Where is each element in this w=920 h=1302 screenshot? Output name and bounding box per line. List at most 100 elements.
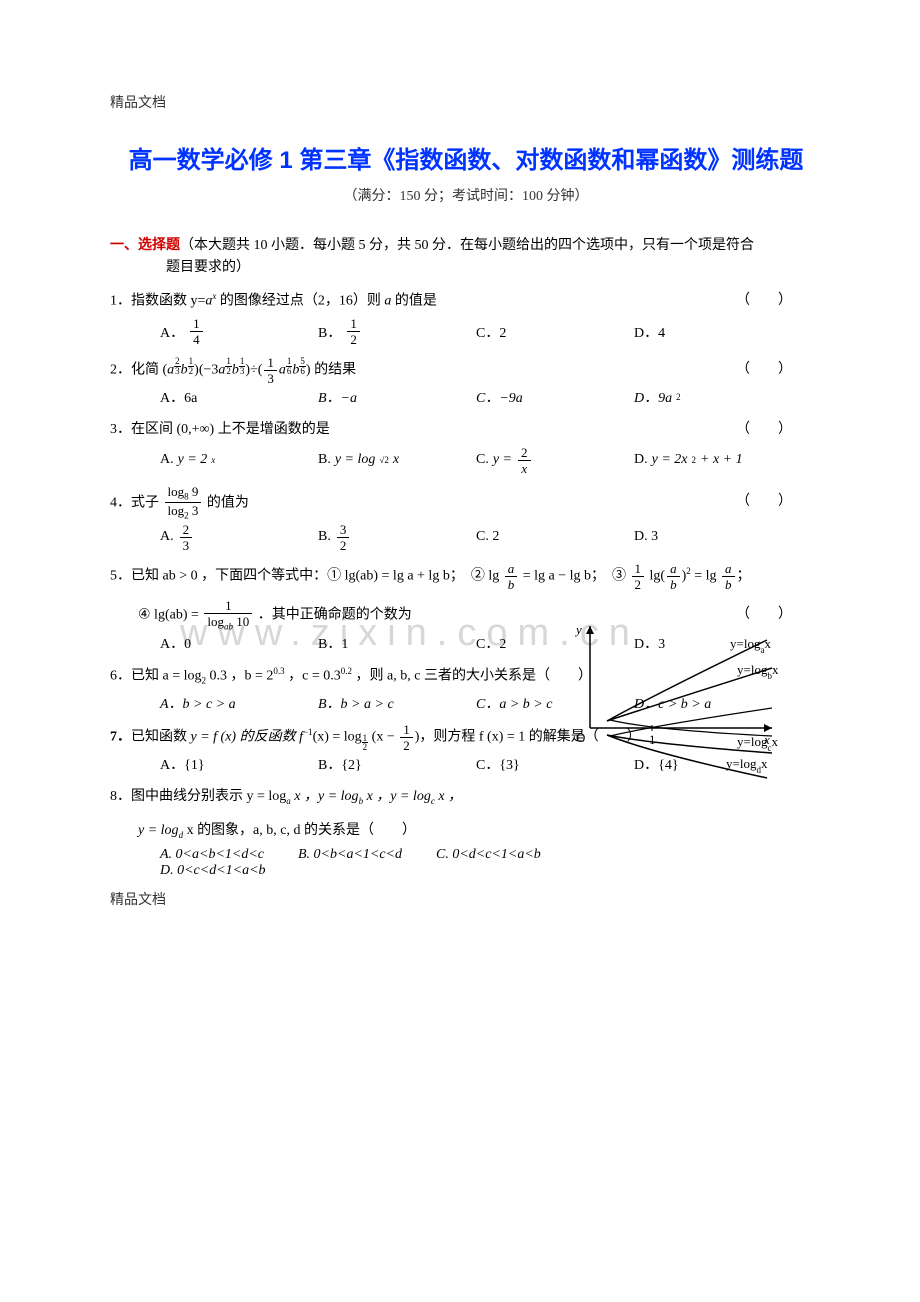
q2-opt-c: C．−9a (476, 387, 586, 407)
q4-opt-c: C. 2 (476, 529, 586, 545)
q3d-eq: y = 2x (652, 452, 688, 468)
q3a-pre: A. (160, 452, 174, 468)
q5-f1d: b (505, 577, 518, 591)
q5-bn: 1 (204, 599, 252, 614)
q5-f2n: a (667, 562, 680, 577)
q4a-num: 2 (180, 523, 193, 538)
q4-opt-a: A. 23 (160, 523, 270, 552)
q5-f2d: b (667, 577, 680, 591)
section-head-bold: 一、选择题 (110, 238, 180, 253)
q1-opt-a: A．14 (160, 317, 270, 346)
svg-text:y=logbx: y=logbx (737, 662, 779, 681)
q2-opt-d: D．9a2 (634, 387, 744, 407)
q5-mid4: = lg (691, 569, 720, 584)
q4-opt-b: B. 32 (318, 523, 428, 552)
svg-text:y=logdx: y=logdx (726, 756, 768, 775)
q7-opt-a: A．{1} (160, 754, 270, 774)
question-3: 3．在区间 (0,+∞) 上不是增函数的是 （ ） (110, 417, 822, 444)
q3-stem: 3．在区间 (0,+∞) 上不是增函数的是 (110, 417, 330, 444)
q3d-pre: D. (634, 452, 648, 468)
q2-options: A．6a B．−a C．−9a D．9a2 (160, 387, 822, 407)
q8-l1: 8．图中曲线分别表示 y = log (110, 789, 286, 804)
question-1: 1．指数函数 y=ax 的图像经过点（2，16）则 a 的值是 （ ） (110, 288, 822, 315)
q3c-num: 2 (518, 446, 531, 461)
q1-mid: 的图像经过点（2，16）则 (216, 293, 384, 308)
q3d-post: + x + 1 (700, 452, 743, 468)
q5-hd: 2 (632, 577, 645, 591)
q3b-eq: y = log (335, 452, 376, 468)
q5-f3d: b (722, 577, 735, 591)
q7-bold: 已知函数 (131, 729, 191, 744)
q5-opt-b: B．1 (318, 633, 428, 653)
q6-e2: 0.2 (341, 666, 352, 676)
q1-post: 的值是 (391, 293, 437, 308)
q3-opt-c: C. y = 2x (476, 446, 586, 475)
q5-mid: = lg a − lg b； ③ (523, 569, 630, 584)
question-8: 8．图中曲线分别表示 y = loga x ，y = logb x ，y = l… (110, 784, 540, 811)
q3b-post: x (393, 452, 399, 468)
q5-mid2: lg( (650, 569, 666, 584)
q1-opt-d: D．4 (634, 322, 744, 342)
q5-l2post: ．其中正确命题的个数为 (258, 607, 412, 622)
q5-hn: 1 (632, 562, 645, 577)
question-5: 5．已知 ab > 0 ，下面四个等式中：① lg(ab) = lg a + l… (110, 562, 822, 591)
q1-opt-b: B．12 (318, 317, 428, 346)
q4-num-arg: 9 (189, 484, 199, 499)
q2-opt-c-label: C．−9a (476, 387, 523, 407)
q1-optB-den: 2 (347, 332, 360, 346)
q2-opt-d-exp: 2 (676, 392, 681, 402)
q5-bdp: log (207, 614, 224, 629)
q8-m3: x ， (435, 789, 462, 804)
q4-den-txt: log (168, 503, 185, 518)
q6-opt-b: B．b > a > c (318, 693, 428, 713)
q6-e1: 0.3 (273, 666, 284, 676)
q4-options: A. 23 B. 32 C. 2 D. 3 (160, 523, 822, 552)
q1-options: A．14 B．12 C．2 D．4 (160, 317, 822, 346)
q5-opt-a: A．0 (160, 633, 270, 653)
q2-e2d: 2 (188, 367, 195, 375)
q6-opt-a: A．b > c > a (160, 693, 270, 713)
section-head: 一、选择题（本大题共 10 小题．每小题 5 分，共 50 分．在每小题给出的四… (110, 235, 822, 280)
q2-opt-a-label: A．6a (160, 387, 197, 407)
q2-opt-a: A．6a (160, 387, 270, 407)
q2-pre: 2．化简 ( (110, 363, 167, 378)
q3c-eq: y = (493, 452, 512, 468)
q5-f1n: a (505, 562, 518, 577)
q6-pre: 6．已知 a = log (110, 669, 202, 684)
q8-opt-a: A. 0<a<b<1<d<c (160, 847, 270, 863)
question-2: 2．化简 (a23b12)(−3a12b13)÷(13a16b56) 的结果 （… (110, 356, 822, 385)
q8-opt-b: B. 0<b<a<1<c<d (298, 847, 408, 863)
q4-paren: （ ） (736, 489, 822, 516)
q1-opt-c: C．2 (476, 322, 586, 342)
q1-optA-den: 4 (190, 332, 203, 346)
q4-post: 的值为 (207, 495, 249, 510)
q5-mid5: ； (737, 569, 751, 584)
chart-svg: O1xyy=logaxy=logbxy=logcxy=logdx (552, 618, 782, 788)
q7-m2: (x) = log (313, 729, 362, 744)
svg-text:y: y (574, 622, 582, 637)
q3b-pre: B. (318, 452, 331, 468)
q2-post: ) 的结果 (306, 363, 356, 378)
q8-m1: x ，y = log (291, 789, 359, 804)
q3c-den: x (518, 461, 531, 475)
q1-paren: （ ） (736, 288, 822, 315)
q3-opt-b: B. y = log√2 x (318, 452, 428, 468)
q8-opt-d: D. 0<c<d<1<a<b (160, 863, 270, 879)
section-head-cont: 题目要求的） (110, 257, 822, 279)
q2-opt-b: B．−a (318, 387, 428, 407)
q4-num-txt: log (168, 484, 185, 499)
q4-den-arg: 3 (189, 503, 199, 518)
q7-m1: y = f (x) 的反函数 f (191, 729, 303, 744)
q2-paren: （ ） (736, 357, 822, 384)
doc-subtitle: （满分：150 分；考试时间：100 分钟） (110, 185, 822, 205)
q4a-lbl: A. (160, 529, 174, 545)
q3c-pre: C. (476, 452, 489, 468)
svg-text:1: 1 (649, 732, 656, 747)
q7-s1: −1 (303, 727, 313, 737)
q2-opt-b-label: B．−a (318, 387, 357, 407)
q5-bds: ab (224, 621, 233, 631)
q2-e4d: 3 (239, 367, 246, 375)
q1-opt-a-label: A． (160, 322, 184, 342)
q3b-sub: √2 (379, 455, 388, 465)
q8-options: A. 0<a<b<1<d<c B. 0<b<a<1<c<d C. 0<d<c<1… (160, 847, 580, 879)
